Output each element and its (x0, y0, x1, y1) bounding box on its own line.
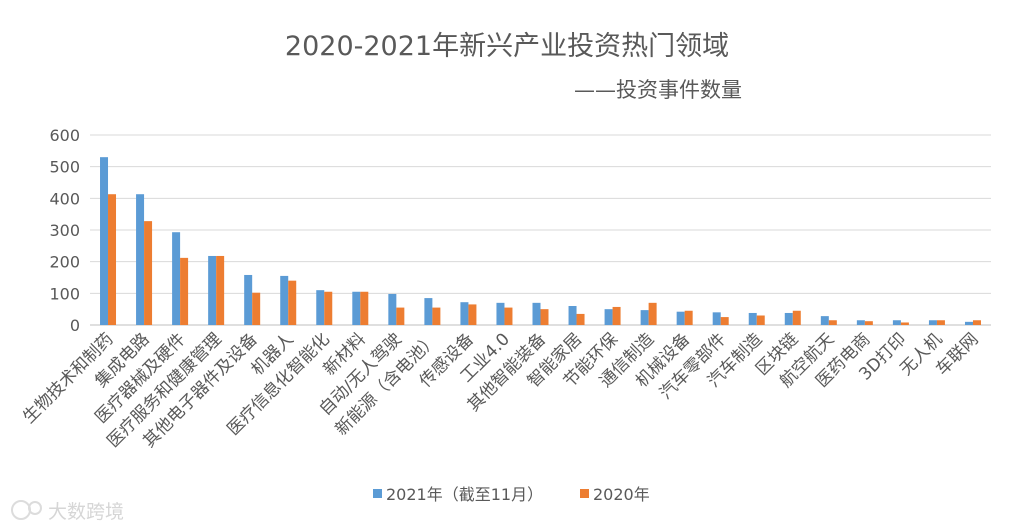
bar-2021 (496, 302, 505, 325)
watermark-icon (11, 500, 31, 520)
bar-2020 (828, 320, 837, 325)
y-tick-label: 300 (49, 221, 80, 240)
bar-2021 (964, 321, 973, 325)
bar-2020 (432, 307, 441, 325)
bar-2021 (712, 312, 721, 325)
bar-2020 (900, 322, 909, 325)
gridlines (90, 134, 991, 326)
bar-2020 (108, 194, 117, 325)
bar-2020 (792, 310, 801, 325)
bar-2020 (972, 320, 981, 325)
legend-swatch (373, 489, 382, 498)
bar-2021 (568, 306, 577, 325)
bar-2021 (280, 275, 289, 325)
bar-2020 (468, 304, 477, 325)
y-axis-ticks: 0 100 200 300 400 500 600 (49, 126, 80, 335)
bar-2020 (756, 315, 765, 325)
bar-2020 (252, 292, 261, 325)
bar-2020 (648, 302, 657, 325)
bar-2021 (892, 320, 901, 325)
bar-2020 (864, 321, 873, 325)
chart-subtitle: ——投资事件数量 (574, 78, 742, 102)
bar-2021 (352, 291, 361, 325)
bar-2020 (612, 306, 621, 325)
bar-2020 (180, 257, 189, 325)
chart-title: 2020-2021年新兴产业投资热门领域 (285, 31, 729, 62)
y-tick-label: 600 (49, 126, 80, 145)
bar-2021 (388, 293, 397, 325)
bar-2021 (100, 157, 109, 325)
watermark-text: 大数跨境 (48, 501, 124, 523)
x-axis-labels: 生物技术和制药集成电路医疗器械及硬件医疗服务和健康管理其他电子器件及设备机器人医… (19, 329, 982, 451)
legend-swatch (580, 489, 589, 498)
watermark-logo: 大数跨境 (11, 500, 124, 523)
bar-2021 (928, 320, 937, 325)
bar-2020 (324, 291, 333, 325)
bar-2020 (720, 317, 729, 325)
bar-2021 (316, 290, 325, 325)
legend-label: 2020年 (593, 485, 650, 504)
bar-2021 (424, 298, 433, 325)
y-tick-label: 500 (49, 158, 80, 177)
bar-2021 (172, 232, 181, 325)
bar-2021 (604, 309, 613, 325)
bar-2021 (856, 320, 865, 325)
bar-2020 (576, 313, 585, 325)
bars (100, 157, 981, 325)
bar-2020 (216, 255, 225, 325)
legend: 2021年（截至11月） 2020年 (373, 485, 650, 504)
bar-2020 (684, 310, 693, 325)
bar-2020 (396, 307, 405, 325)
legend-label: 2021年（截至11月） (386, 485, 543, 504)
y-tick-label: 100 (49, 284, 80, 303)
bar-2020 (144, 221, 153, 325)
bar-2021 (208, 255, 217, 325)
bar-2021 (748, 312, 757, 325)
bar-2020 (540, 309, 549, 325)
y-tick-label: 0 (70, 316, 80, 335)
bar-2021 (460, 302, 469, 325)
bar-2020 (360, 291, 369, 325)
bar-2020 (936, 320, 945, 325)
bar-2021 (640, 310, 649, 325)
y-tick-label: 400 (49, 189, 80, 208)
bar-2021 (820, 316, 829, 325)
bar-2021 (136, 194, 145, 325)
bar-2021 (784, 312, 793, 325)
bar-2020 (288, 280, 297, 325)
bar-2021 (532, 302, 541, 325)
bar-2021 (676, 311, 685, 325)
bar-2021 (244, 274, 253, 325)
y-tick-label: 200 (49, 253, 80, 272)
bar-2020 (504, 307, 513, 325)
